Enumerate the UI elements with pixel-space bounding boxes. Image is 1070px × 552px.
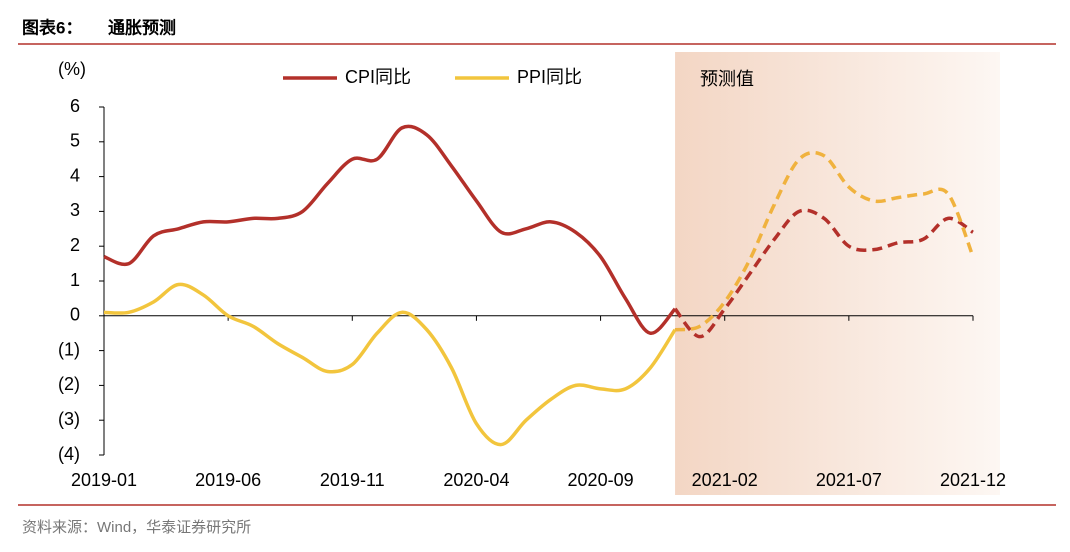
x-tick-label: 2020-04 bbox=[443, 470, 509, 490]
legend-label: PPI同比 bbox=[517, 67, 582, 87]
source: 资料来源：Wind，华泰证券研究所 bbox=[22, 519, 251, 536]
x-tick-label: 2019-06 bbox=[195, 470, 261, 490]
y-tick-label: 4 bbox=[70, 165, 80, 185]
x-tick-label: 2021-12 bbox=[940, 470, 1006, 490]
header-title: 通胀预测 bbox=[108, 17, 176, 37]
x-tick-label: 2021-07 bbox=[816, 470, 882, 490]
line bbox=[103, 282, 677, 447]
line bbox=[103, 124, 677, 335]
y-tick-label: (2) bbox=[58, 374, 80, 394]
x-tick-label: 2019-01 bbox=[71, 470, 137, 490]
y-tick-label: (3) bbox=[58, 409, 80, 429]
x-tick-label: 2020-09 bbox=[568, 470, 634, 490]
forecast-region bbox=[675, 52, 1000, 495]
forecast-line bbox=[674, 150, 975, 332]
forecast-line bbox=[673, 208, 974, 339]
y-tick-label: (4) bbox=[58, 444, 80, 464]
y-axis-label: (%) bbox=[58, 59, 86, 79]
y-tick-label: 2 bbox=[70, 235, 80, 255]
y-tick-label: 5 bbox=[70, 131, 80, 151]
header-label: 图表6： bbox=[22, 17, 82, 37]
y-tick-label: 1 bbox=[70, 270, 80, 290]
y-tick-label: 3 bbox=[70, 200, 80, 220]
x-tick-label: 2019-11 bbox=[320, 470, 385, 490]
y-tick-label: 6 bbox=[70, 96, 80, 116]
forecast-label: 预测值 bbox=[700, 69, 754, 89]
y-tick-label: 0 bbox=[70, 305, 80, 325]
legend-label: CPI同比 bbox=[345, 67, 411, 87]
x-tick-label: 2021-02 bbox=[692, 470, 758, 490]
y-tick-label: (1) bbox=[58, 339, 80, 359]
